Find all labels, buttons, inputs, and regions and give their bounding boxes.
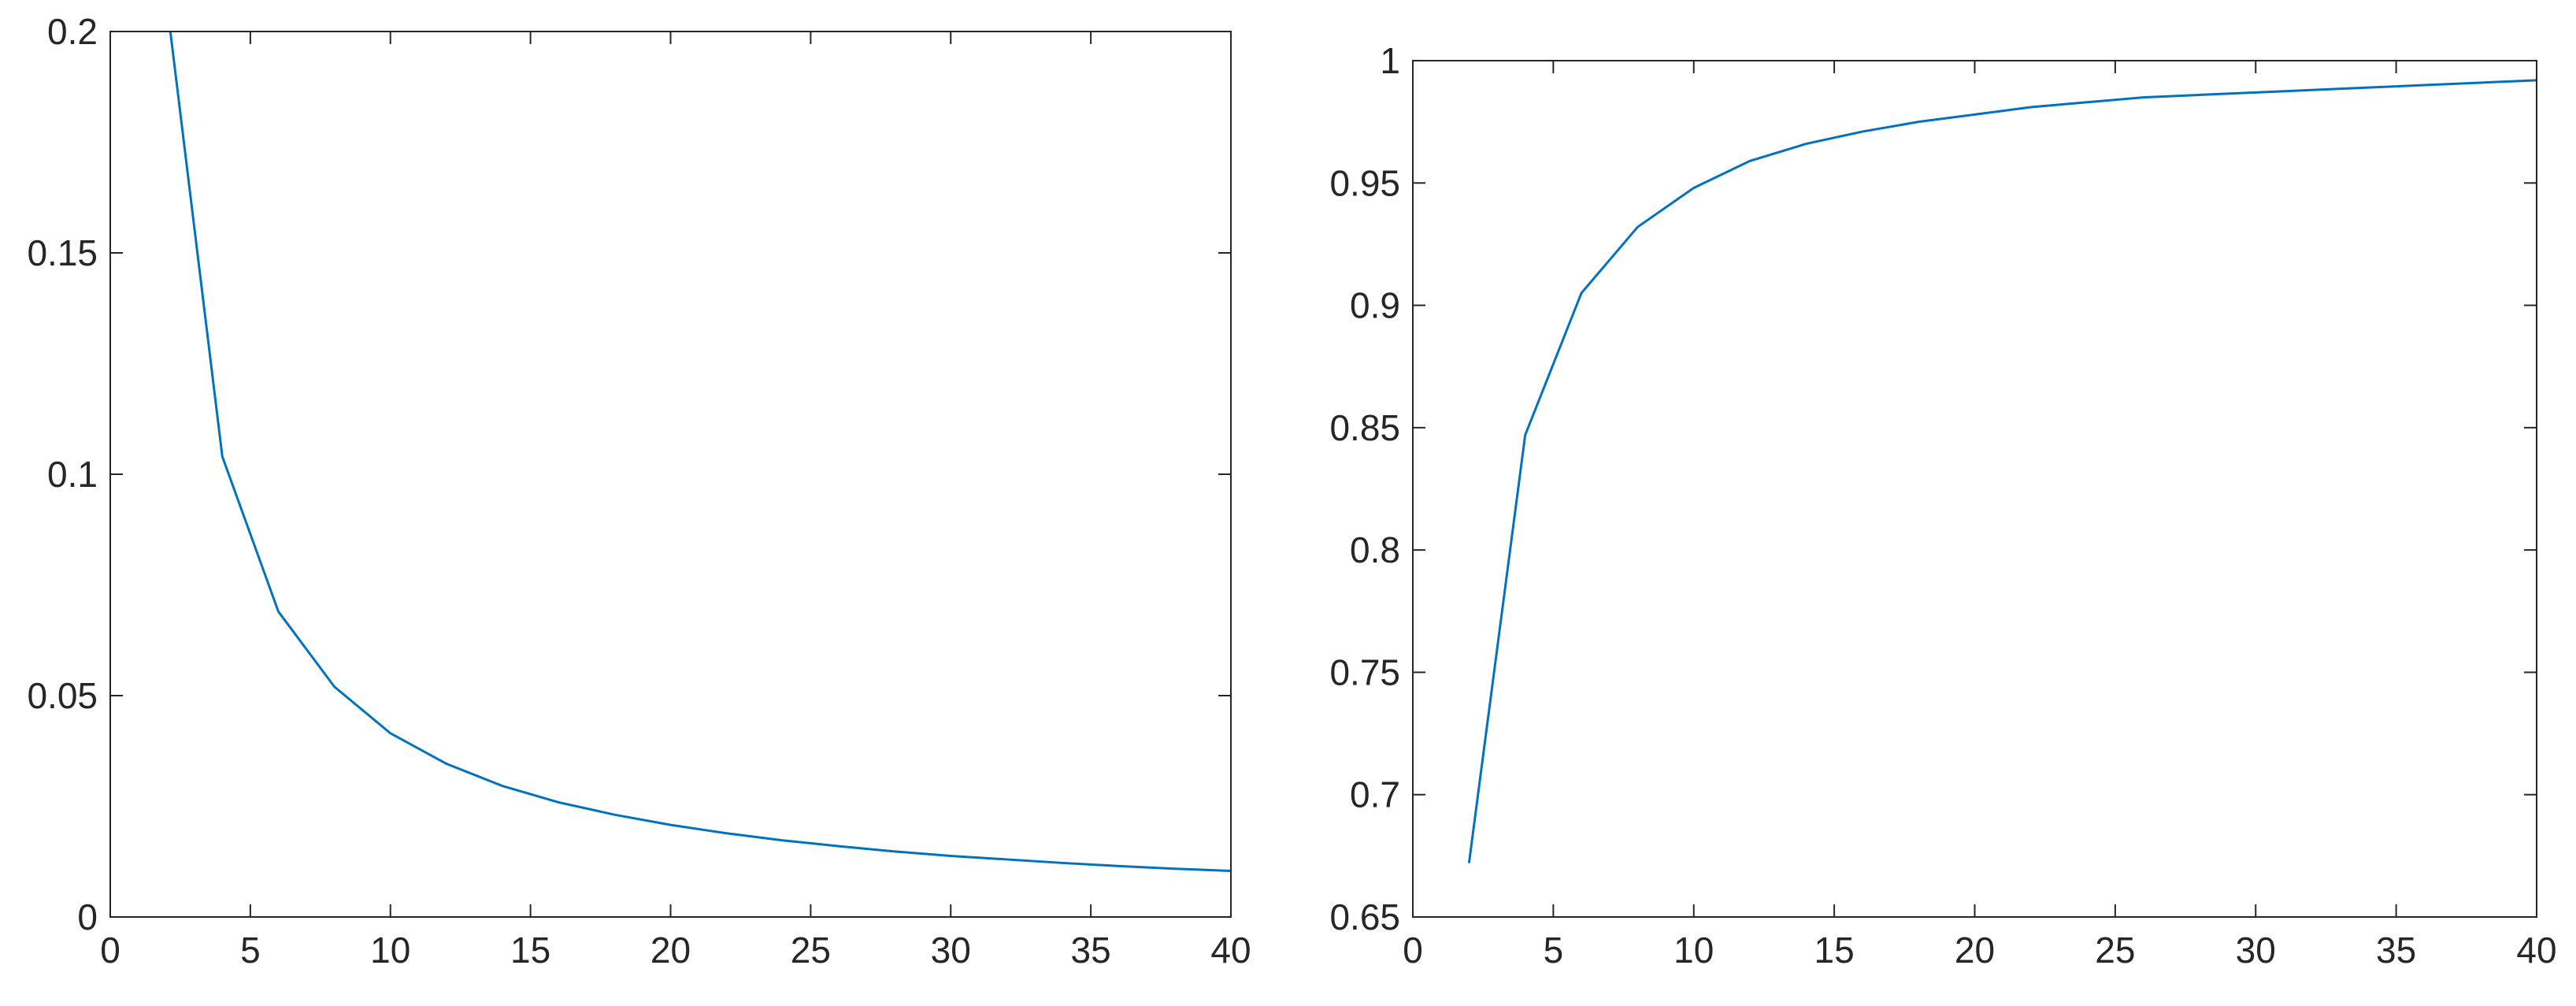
axes-box: [109, 31, 1232, 918]
x-tick-label: 30: [2236, 930, 2276, 971]
y-tick-label: 0.65: [1329, 896, 1400, 937]
x-tick-label: 0: [1403, 930, 1423, 971]
y-tick-label: 0.2: [47, 11, 98, 52]
y-tick-label: 0.05: [27, 675, 98, 716]
y-tick-label: 0.15: [27, 232, 98, 273]
y-tick-label: 0.75: [1329, 651, 1400, 692]
axes-box: [1412, 60, 2537, 918]
y-tick-label: 0.7: [1350, 774, 1400, 815]
x-tick-label: 15: [510, 930, 550, 971]
x-tick-label: 0: [100, 930, 120, 971]
x-tick-label: 10: [370, 930, 410, 971]
x-tick-label: 30: [931, 930, 971, 971]
x-tick-label: 5: [1544, 930, 1564, 971]
y-tick-label: 0.95: [1329, 162, 1400, 203]
y-tick-label: 0.85: [1329, 407, 1400, 448]
x-tick-label: 5: [240, 930, 261, 971]
x-tick-label: 35: [1071, 930, 1111, 971]
x-tick-label: 10: [1673, 930, 1714, 971]
x-tick-label: 25: [791, 930, 831, 971]
y-tick-label: 0.1: [47, 454, 98, 495]
x-tick-label: 15: [1814, 930, 1855, 971]
y-tick-label: 0.9: [1350, 285, 1400, 326]
x-tick-label: 35: [2376, 930, 2416, 971]
data-line: [169, 32, 1231, 873]
x-tick-label: 20: [650, 930, 691, 971]
data-line: [1467, 79, 2537, 863]
axes: 0 5 10 15 20 25 30 35 40 0 0.05 0.1 0.15 0.2: [27, 11, 1251, 971]
axes: 0 5 10 15 20 25 30 35 40 0.65 0.7 0.75 0.8 0.85 0.9 0.9…: [1329, 40, 2556, 971]
x-tick-label: 40: [2516, 930, 2556, 971]
x-tick-label: 20: [1955, 930, 1995, 971]
y-tick-label: 0: [77, 896, 98, 937]
x-tick-label: 25: [2095, 930, 2135, 971]
x-tick-label: 40: [1210, 930, 1251, 971]
y-tick-label: 0.8: [1350, 529, 1400, 570]
y-tick-label: 1: [1380, 40, 1400, 81]
